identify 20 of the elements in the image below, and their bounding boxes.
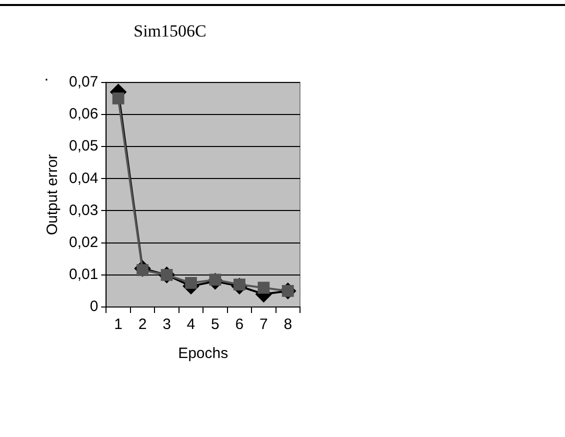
y-axis-title: Output error bbox=[44, 154, 62, 236]
y-tick-label: 0,07 bbox=[68, 74, 98, 91]
y-tick-label: 0,01 bbox=[68, 266, 98, 284]
x-tick-label: 1 bbox=[114, 316, 122, 334]
x-tick-label: 2 bbox=[138, 316, 147, 334]
x-tick-label: 3 bbox=[162, 316, 171, 334]
y-tick-label: 0,02 bbox=[68, 234, 98, 251]
x-tick-label: 6 bbox=[235, 316, 244, 334]
chart-title: Sim1506C bbox=[134, 22, 206, 41]
text: . bbox=[44, 67, 49, 84]
x-tick-label: 7 bbox=[259, 316, 268, 334]
x-tick-label: 5 bbox=[211, 316, 220, 334]
y-tick-label: 0 bbox=[90, 298, 98, 316]
y-tick-label: 0,03 bbox=[68, 202, 98, 219]
y-tick-label: 0,06 bbox=[68, 106, 98, 123]
x-tick-label: 8 bbox=[284, 316, 292, 334]
y-tick-label: 0,04 bbox=[68, 170, 98, 187]
x-axis-title: Epochs bbox=[178, 345, 228, 362]
x-tick-label: 4 bbox=[186, 316, 196, 334]
y-tick-label: 0,05 bbox=[68, 138, 98, 155]
